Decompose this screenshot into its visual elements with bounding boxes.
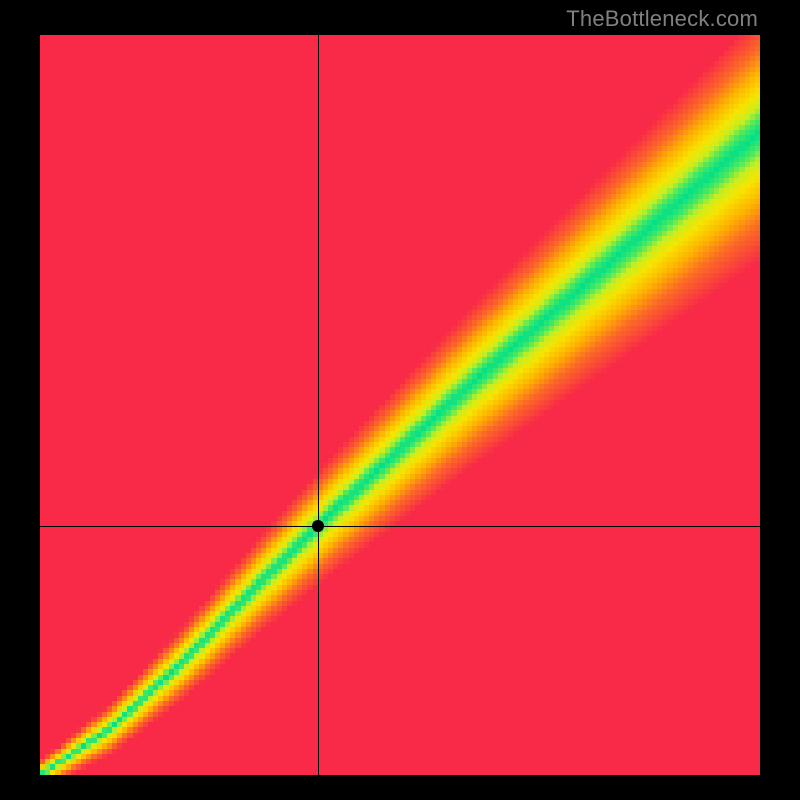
heatmap-canvas — [40, 35, 760, 775]
data-point-marker — [312, 520, 324, 532]
crosshair-vertical — [318, 35, 319, 775]
chart-frame: TheBottleneck.com — [0, 0, 800, 800]
crosshair-horizontal — [40, 526, 760, 527]
watermark-text: TheBottleneck.com — [566, 6, 758, 32]
plot-area — [40, 35, 760, 775]
